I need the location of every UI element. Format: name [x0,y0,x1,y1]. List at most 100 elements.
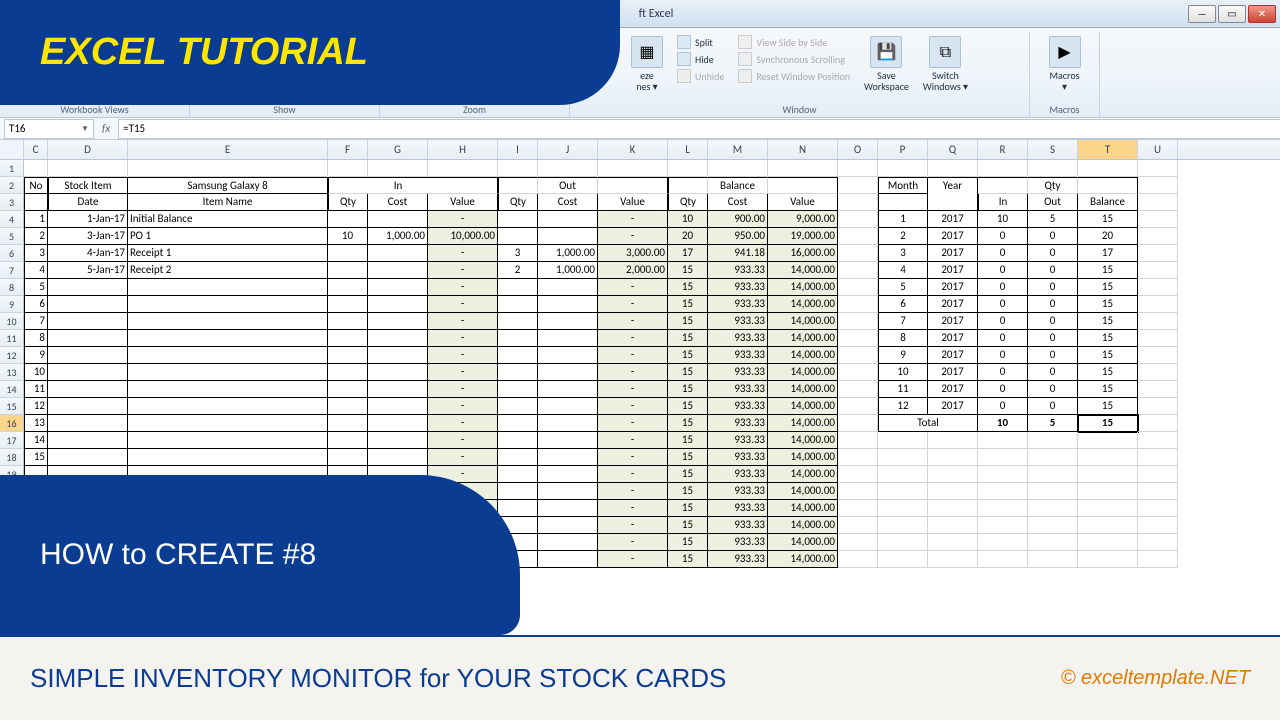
cell[interactable]: - [598,364,668,381]
cell[interactable] [978,517,1028,534]
cell[interactable] [1078,517,1138,534]
cell[interactable] [838,381,878,398]
cell[interactable] [48,279,128,296]
cell[interactable]: 2 [498,262,538,279]
cell[interactable] [498,347,538,364]
cell[interactable] [128,415,328,432]
cell[interactable]: 15 [668,466,708,483]
cell[interactable]: No [24,177,48,194]
cell[interactable]: 3 [24,245,48,262]
cell[interactable]: 5 [878,279,928,296]
cell[interactable] [538,347,598,364]
cell[interactable] [768,177,838,194]
cell[interactable]: - [598,398,668,415]
cell[interactable]: 15 [668,500,708,517]
cell[interactable] [498,313,538,330]
cell[interactable]: - [428,211,498,228]
cell[interactable]: 14,000.00 [768,483,838,500]
cell[interactable]: - [598,466,668,483]
cell[interactable] [538,211,598,228]
cell[interactable] [368,330,428,347]
cell[interactable]: 0 [1028,347,1078,364]
cell[interactable] [1138,364,1178,381]
cell[interactable] [498,415,538,432]
cell[interactable]: Year [928,177,978,194]
cell[interactable] [1138,415,1178,432]
cell[interactable] [838,517,878,534]
cell[interactable]: 1,000.00 [538,245,598,262]
cell[interactable]: 933.33 [708,432,768,449]
cell[interactable]: In [368,177,428,194]
cell[interactable]: 3 [878,245,928,262]
cell[interactable]: - [428,279,498,296]
cell[interactable] [368,245,428,262]
cell[interactable] [1138,177,1178,194]
cell[interactable]: 2017 [928,296,978,313]
cell[interactable] [838,398,878,415]
cell[interactable] [978,160,1028,177]
cell[interactable] [838,415,878,432]
maximize-button[interactable]: ▭ [1218,5,1246,23]
cell[interactable] [328,449,368,466]
cell[interactable] [538,364,598,381]
cell[interactable]: 10,000.00 [428,228,498,245]
cell[interactable] [928,194,978,211]
cell[interactable]: 2 [24,228,48,245]
cell[interactable]: Qty [668,194,708,211]
cell[interactable] [978,483,1028,500]
cell[interactable]: 5 [1028,211,1078,228]
cell[interactable]: 14,000.00 [768,347,838,364]
split-button[interactable]: Split [673,34,728,50]
cell[interactable] [838,262,878,279]
cell[interactable]: 0 [1028,228,1078,245]
cell[interactable]: 3 [498,245,538,262]
cell[interactable]: 10 [328,228,368,245]
cell[interactable]: - [598,330,668,347]
cell[interactable]: 0 [978,228,1028,245]
cell[interactable] [1078,177,1138,194]
cell[interactable]: 14,000.00 [768,398,838,415]
cell[interactable] [48,364,128,381]
row-header-15[interactable]: 15 [0,398,24,415]
cell[interactable]: 10 [978,211,1028,228]
cell[interactable] [838,177,878,194]
cell[interactable] [48,313,128,330]
cell[interactable] [928,551,978,568]
cell[interactable]: 15 [1078,364,1138,381]
cell[interactable] [1028,551,1078,568]
row-header-8[interactable]: 8 [0,279,24,296]
cell[interactable]: Qty [498,194,538,211]
cell[interactable]: 17 [668,245,708,262]
cell[interactable]: - [428,330,498,347]
cell[interactable] [1028,160,1078,177]
cell[interactable] [498,500,538,517]
cell[interactable] [538,432,598,449]
cell[interactable]: 15 [668,313,708,330]
cell[interactable] [1138,534,1178,551]
cell[interactable] [128,381,328,398]
cell[interactable] [128,347,328,364]
cell[interactable] [928,160,978,177]
cell[interactable]: 933.33 [708,347,768,364]
cell[interactable]: 933.33 [708,500,768,517]
cell[interactable] [328,330,368,347]
cell[interactable] [1028,466,1078,483]
cell[interactable] [328,364,368,381]
sync-scrolling-button[interactable]: Synchronous Scrolling [734,51,854,67]
cell[interactable]: 15 [24,449,48,466]
cell[interactable]: - [598,313,668,330]
cell[interactable] [48,415,128,432]
cell[interactable] [838,160,878,177]
column-header-K[interactable]: K [598,140,668,159]
cell[interactable] [928,432,978,449]
cell[interactable]: Item Name [128,194,328,211]
cell[interactable]: 15 [668,296,708,313]
cell[interactable]: Cost [708,194,768,211]
cell[interactable] [1028,483,1078,500]
cell[interactable] [838,211,878,228]
cell[interactable] [1138,517,1178,534]
cell[interactable] [368,313,428,330]
cell[interactable]: 15 [668,262,708,279]
row-header-13[interactable]: 13 [0,364,24,381]
cell[interactable]: 1 [878,211,928,228]
